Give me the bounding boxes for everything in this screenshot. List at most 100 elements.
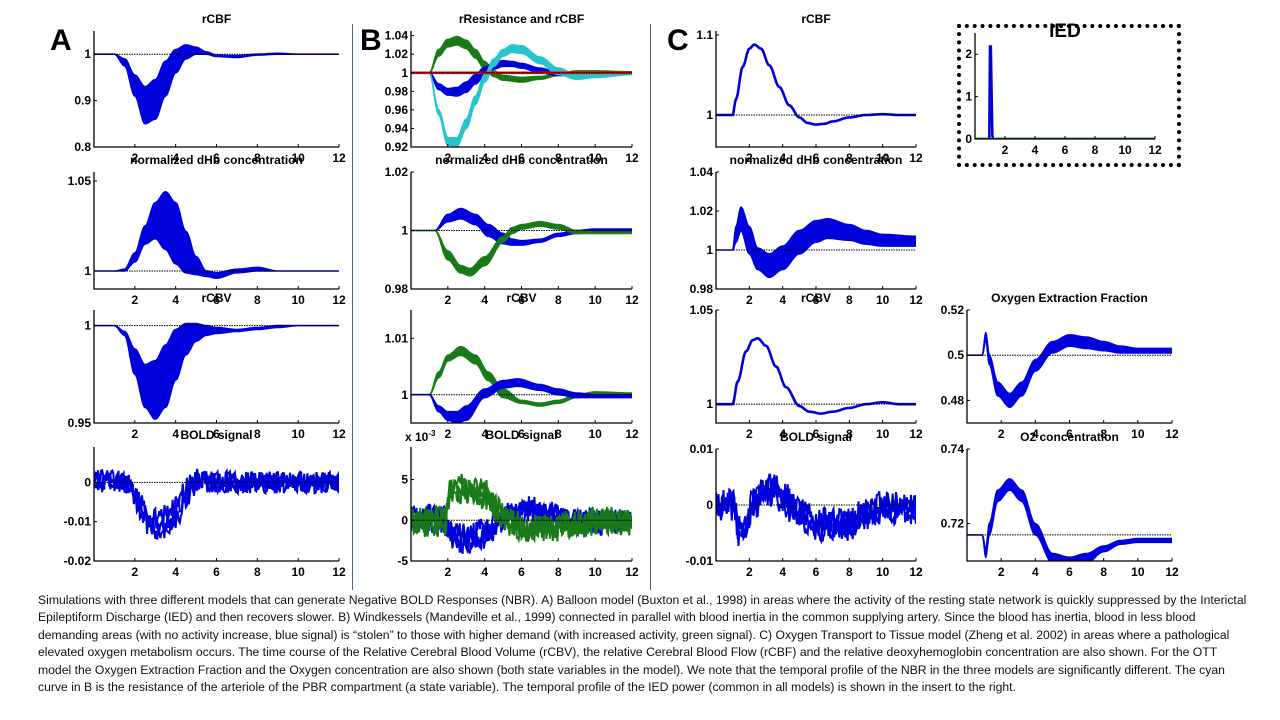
x-tick-label: 12	[909, 293, 923, 307]
chart-a-rcbv: rCBV 2 4 6 8 10 12 0.95 1	[68, 291, 346, 441]
series-blue-band	[411, 378, 632, 423]
y-tick-label: -5	[397, 554, 408, 568]
series-blue-line	[94, 468, 339, 529]
y-tick-label: 2	[965, 47, 972, 61]
y-tick-label: 0.72	[941, 517, 965, 531]
chart-b-rcbv: rCBV 2 4 6 8 10 12 1 1.01	[385, 291, 639, 441]
x-tick-label: 2	[746, 427, 753, 441]
x-tick-label: 10	[588, 151, 602, 165]
x-tick-label: 8	[254, 427, 261, 441]
x-tick-label: 8	[254, 565, 261, 579]
x-tick-label: 2	[131, 565, 138, 579]
series-blue-line	[716, 43, 916, 126]
x-tick-label: 10	[588, 293, 602, 307]
y-tick-label: 1	[401, 66, 408, 80]
x-tick-label: 2	[746, 565, 753, 579]
series-blue-band	[94, 191, 339, 279]
x-tick-label: 4	[779, 427, 786, 441]
y-tick-label: 1	[706, 108, 713, 122]
y-tick-label: -0.02	[64, 554, 92, 568]
chart-title: rCBV	[801, 291, 831, 305]
chart-a-rcbf: rCBF 2 4 6 8 10 12 0.8 0.9 1	[74, 12, 346, 165]
y-tick-label: 1.02	[690, 204, 714, 218]
x-tick-label: 6	[813, 151, 820, 165]
chart-title: normalized dHb concentration	[130, 153, 303, 167]
y-tick-label: 0.9	[74, 94, 91, 108]
axes-lines	[715, 31, 916, 148]
x-tick-label: 4	[779, 151, 786, 165]
chart-title: normalized dHb concentration	[730, 153, 903, 167]
y-tick-label: 0.01	[690, 442, 714, 456]
x-tick-label: 10	[1131, 565, 1145, 579]
chart-title: BOLD signal	[180, 428, 252, 442]
panel-label-b: B	[360, 24, 382, 57]
x-tick-label: 12	[332, 151, 346, 165]
y-tick-label: 1.1	[696, 28, 713, 42]
chart-c-oef: Oxygen Extraction Fraction 2 4 6 8 10 12 0.48 0.…	[941, 291, 1179, 441]
x-tick-label: 12	[332, 565, 346, 579]
x-tick-label: 12	[1148, 143, 1162, 157]
x-tick-label: 4	[172, 565, 179, 579]
x-tick-label: 12	[1165, 565, 1179, 579]
x-tick-label: 10	[1131, 427, 1145, 441]
x-tick-label: 6	[213, 293, 220, 307]
y-tick-label: 0.96	[385, 103, 409, 117]
x-tick-label: 10	[588, 427, 602, 441]
series-blue-line	[716, 473, 916, 534]
y-tick-label: 5	[401, 473, 408, 487]
x-tick-label: 8	[846, 427, 853, 441]
chart-c-bold: BOLD signal 2 4 6 8 10 12 -0.01 0 0.01	[686, 430, 923, 579]
y-tick-label: 1.04	[385, 29, 409, 43]
x-tick-label: 4	[779, 565, 786, 579]
x-tick-label: 2	[131, 151, 138, 165]
series-green-band	[411, 220, 632, 277]
x-tick-label: 6	[813, 565, 820, 579]
x-tick-label: 6	[1066, 427, 1073, 441]
x-tick-label: 10	[588, 565, 602, 579]
x-tick-label: 4	[172, 293, 179, 307]
x-tick-label: 12	[909, 151, 923, 165]
x-tick-label: 2	[131, 427, 138, 441]
y-tick-label: 1.02	[385, 47, 409, 61]
x-tick-label: 4	[481, 427, 488, 441]
x-tick-label: 12	[909, 427, 923, 441]
y-tick-label: -0.01	[686, 554, 714, 568]
figure-caption: Simulations with three different models …	[38, 593, 1247, 695]
x-tick-label: 8	[555, 565, 562, 579]
x-tick-label: 6	[518, 151, 525, 165]
x-tick-label: 8	[254, 293, 261, 307]
y-tick-label: 1	[401, 388, 408, 402]
x-tick-label: 2	[444, 151, 451, 165]
series-blue-band	[94, 44, 339, 125]
y-tick-label: 1	[965, 90, 972, 104]
panel-label-c: C	[667, 24, 689, 57]
y-tick-label: 0.98	[690, 282, 714, 296]
x-tick-label: 12	[332, 427, 346, 441]
x-tick-label: 6	[213, 151, 220, 165]
x-tick-label: 10	[876, 293, 890, 307]
x-tick-label: 8	[846, 293, 853, 307]
x-tick-label: 8	[1100, 427, 1107, 441]
x-tick-label: 8	[1092, 143, 1099, 157]
chart-b-bold: BOLD signal x 10-3 2 4 6 8 10 12 -5 0 5	[397, 428, 639, 579]
chart-c-rcbf: rCBF 2 4 6 8 10 12 1 1.1	[696, 12, 923, 165]
y-tick-label: 0.48	[941, 393, 965, 407]
x-tick-label: 8	[1100, 565, 1107, 579]
x-tick-label: 2	[444, 427, 451, 441]
x-tick-label: 12	[625, 565, 639, 579]
chart-title: rCBV	[201, 291, 231, 305]
x-tick-label: 10	[291, 293, 305, 307]
x-tick-label: 10	[1118, 143, 1132, 157]
x-tick-label: 4	[172, 151, 179, 165]
chart-title: rCBF	[202, 12, 231, 26]
chart-title: IED	[1049, 21, 1081, 42]
y-tick-label: 0.74	[941, 442, 965, 456]
y-tick-label: 0.95	[68, 416, 92, 430]
y-tick-label: 0.92	[385, 140, 409, 154]
x-tick-label: 4	[481, 151, 488, 165]
series-green-band	[411, 345, 632, 407]
x-tick-label: 12	[625, 427, 639, 441]
